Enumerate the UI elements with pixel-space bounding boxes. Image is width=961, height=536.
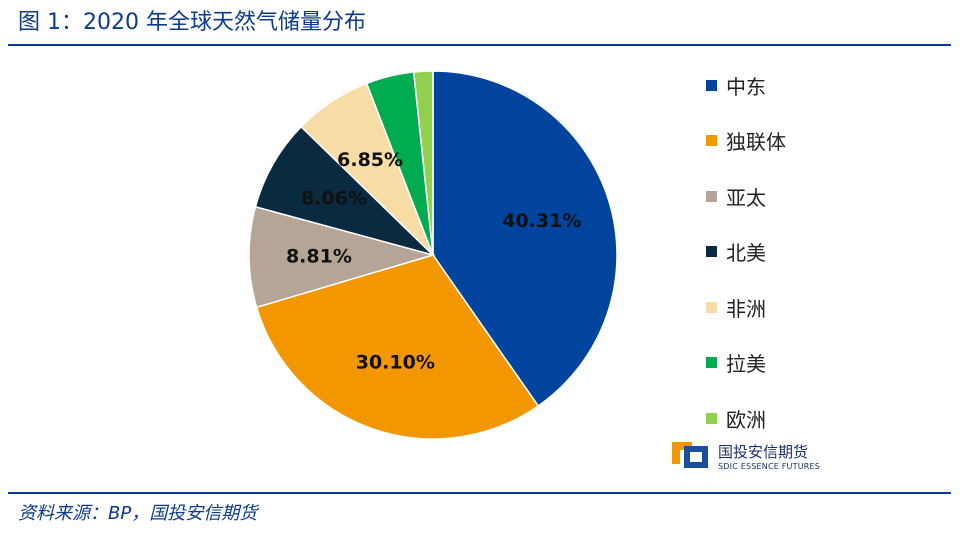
- legend-swatch-6: [706, 412, 717, 424]
- legend-item-2: 亚太: [706, 181, 766, 211]
- pie-data-labels: 40.31% 30.10% 8.81% 8.06% 6.85%: [286, 149, 581, 374]
- legend-item-5: 拉美: [706, 348, 766, 378]
- legend-label-3: 北美: [726, 241, 766, 265]
- legend-label-5: 拉美: [726, 352, 766, 376]
- data-label-4: 6.85%: [337, 149, 403, 171]
- legend-label-2: 亚太: [726, 185, 766, 210]
- pie-slice-2: [248, 205, 436, 309]
- pie-slice-1: [255, 254, 540, 440]
- legend-label-4: 非洲: [726, 296, 766, 321]
- logo-english-name: SDIC ESSENCE FUTURES: [718, 462, 821, 471]
- legend-swatch-2: [706, 190, 717, 202]
- legend-swatch-1: [706, 135, 717, 146]
- legend-label-0: 中东: [726, 74, 766, 99]
- company-logo: 国投安信期货 SDIC ESSENCE FUTURES: [670, 438, 850, 478]
- data-label-3: 8.06%: [301, 188, 367, 210]
- legend-item-4: 非洲: [706, 292, 766, 322]
- pie-slice-6: [412, 70, 434, 256]
- legend-swatch-5: [706, 357, 717, 368]
- legend-item-3: 北美: [706, 237, 766, 267]
- legend-swatch-0: [706, 79, 717, 91]
- legend-swatch-3: [706, 246, 717, 257]
- legend-swatch-4: [706, 301, 717, 313]
- pie-slice-3: [254, 125, 436, 257]
- legend-label-1: 独联体: [726, 130, 786, 154]
- title-divider: [8, 44, 951, 46]
- legend-label-6: 欧洲: [726, 407, 766, 432]
- data-label-0: 40.31%: [502, 210, 581, 232]
- logo-name: 国投安信期货: [718, 443, 809, 461]
- legend-item-6: 欧洲: [706, 403, 766, 433]
- footer-divider: [8, 492, 951, 494]
- legend-item-1: 独联体: [706, 126, 786, 156]
- logo-mark-icon: [672, 442, 708, 468]
- source-note: 资料来源：BP，国投安信期货: [18, 503, 258, 524]
- pie-slice-0: [432, 70, 618, 407]
- data-label-1: 30.10%: [356, 352, 435, 374]
- pie-slices: [248, 70, 618, 440]
- data-label-2: 8.81%: [286, 245, 352, 267]
- legend-item-0: 中东: [706, 70, 766, 100]
- page-title: 图 1：2020 年全球天然气储量分布: [18, 10, 366, 35]
